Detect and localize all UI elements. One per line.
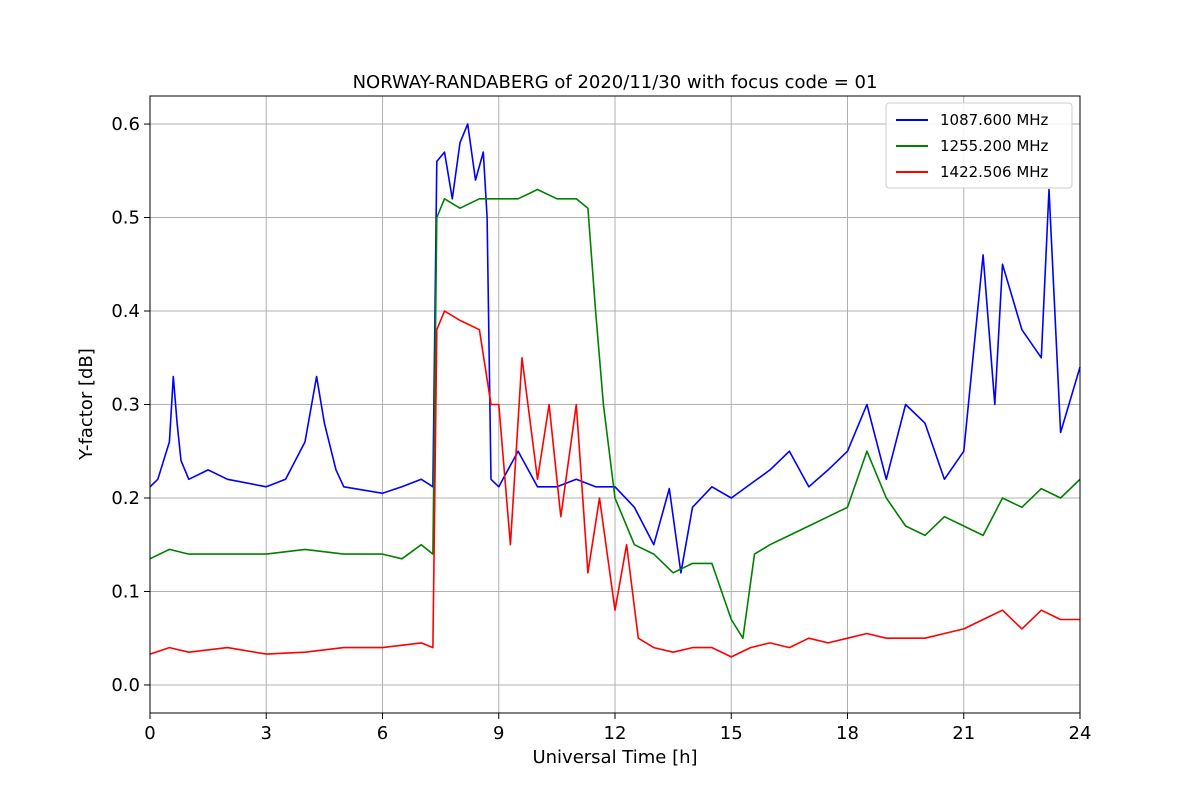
x-tick-label: 6 — [377, 723, 388, 744]
series-line-0 — [149, 123, 1081, 574]
y-tick-label: 0.2 — [111, 488, 140, 509]
y-tick-label: 0.0 — [111, 675, 140, 696]
y-tick-label: 0.1 — [111, 581, 140, 602]
legend-box — [885, 102, 1073, 189]
series-lines — [149, 123, 1081, 658]
legend-entry: 1255.200 MHz — [940, 137, 1049, 155]
x-tick-label: 24 — [1069, 723, 1092, 744]
y-tick-label: 0.5 — [111, 208, 140, 229]
x-tick-label: 0 — [144, 723, 155, 744]
x-tick-label: 9 — [493, 723, 504, 744]
x-axis-label: Universal Time [h] — [532, 747, 697, 768]
x-tick-label: 3 — [261, 723, 272, 744]
y-axis-label: Y-factor [dB] — [76, 348, 97, 461]
plot-frame — [149, 95, 1081, 714]
grid — [149, 96, 1081, 713]
chart-title: NORWAY-RANDABERG of 2020/11/30 with focu… — [353, 72, 878, 93]
x-tick-label: 18 — [836, 723, 859, 744]
series-line-1 — [149, 188, 1081, 639]
legend-entry: 1087.600 MHz — [940, 111, 1049, 129]
y-ticks: 0.0 0.1 0.2 0.3 0.4 0.5 0.6 — [111, 114, 150, 696]
legend: 1087.600 MHz 1255.200 MHz 1422.506 MHz — [885, 102, 1073, 189]
x-tick-label: 12 — [604, 723, 627, 744]
y-tick-label: 0.4 — [111, 301, 140, 322]
legend-entry: 1422.506 MHz — [940, 163, 1049, 181]
x-tick-label: 21 — [952, 723, 975, 744]
y-tick-label: 0.6 — [111, 114, 140, 135]
series-line-2 — [149, 310, 1080, 658]
y-tick-label: 0.3 — [111, 395, 140, 416]
x-ticks: 0 3 6 9 12 15 18 21 24 — [144, 713, 1091, 744]
x-tick-label: 15 — [720, 723, 743, 744]
